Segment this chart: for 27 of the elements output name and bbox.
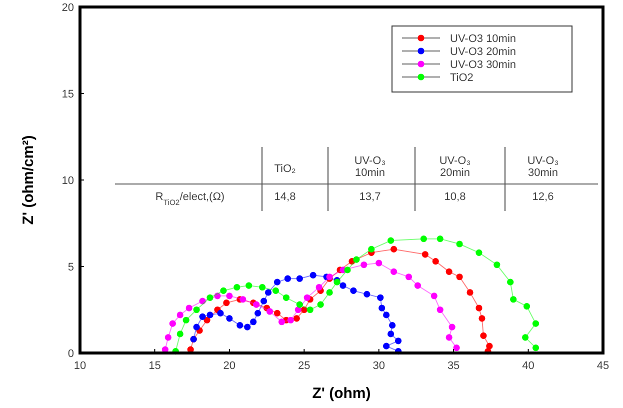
x-tick-label: 40 (522, 360, 534, 372)
annotation: UV-O₃ 20min (439, 155, 471, 179)
y-tick-label: 5 (68, 262, 74, 274)
legend-label: UV-O3 30min (450, 59, 516, 71)
legend-label: TiO2 (450, 72, 474, 84)
x-tick-label: 25 (298, 360, 310, 372)
y-tick-label: 0 (68, 348, 74, 360)
x-tick-label: 20 (223, 360, 236, 372)
annotation: 12,6 (532, 191, 554, 203)
x-tick-label: 35 (447, 360, 460, 372)
x-tick-label: 45 (596, 360, 610, 372)
y-tick-label: 20 (62, 2, 74, 14)
x-tick-label: 15 (148, 360, 161, 372)
x-axis-title: Z' (ohm) (312, 385, 371, 402)
legend-label: UV-O3 10min (450, 33, 516, 45)
annotation: 13,7 (359, 191, 381, 203)
annotation: 14,8 (274, 191, 296, 203)
annotation: UV-O₃ 10min (354, 155, 386, 179)
annotation: UV-O₃ 30min (527, 155, 559, 179)
y-tick-label: 15 (62, 88, 74, 100)
x-tick-label: 30 (372, 360, 385, 372)
y-tick-label: 10 (62, 175, 74, 187)
legend-label: UV-O3 20min (450, 46, 516, 58)
annotation: TiO₂ (274, 163, 296, 175)
annotation: R$_{TiO2}$/elect,(Ω) (155, 191, 225, 206)
annotation: 10,8 (444, 191, 466, 203)
y-axis-title: Z' (ohm/cm²) (20, 135, 37, 225)
